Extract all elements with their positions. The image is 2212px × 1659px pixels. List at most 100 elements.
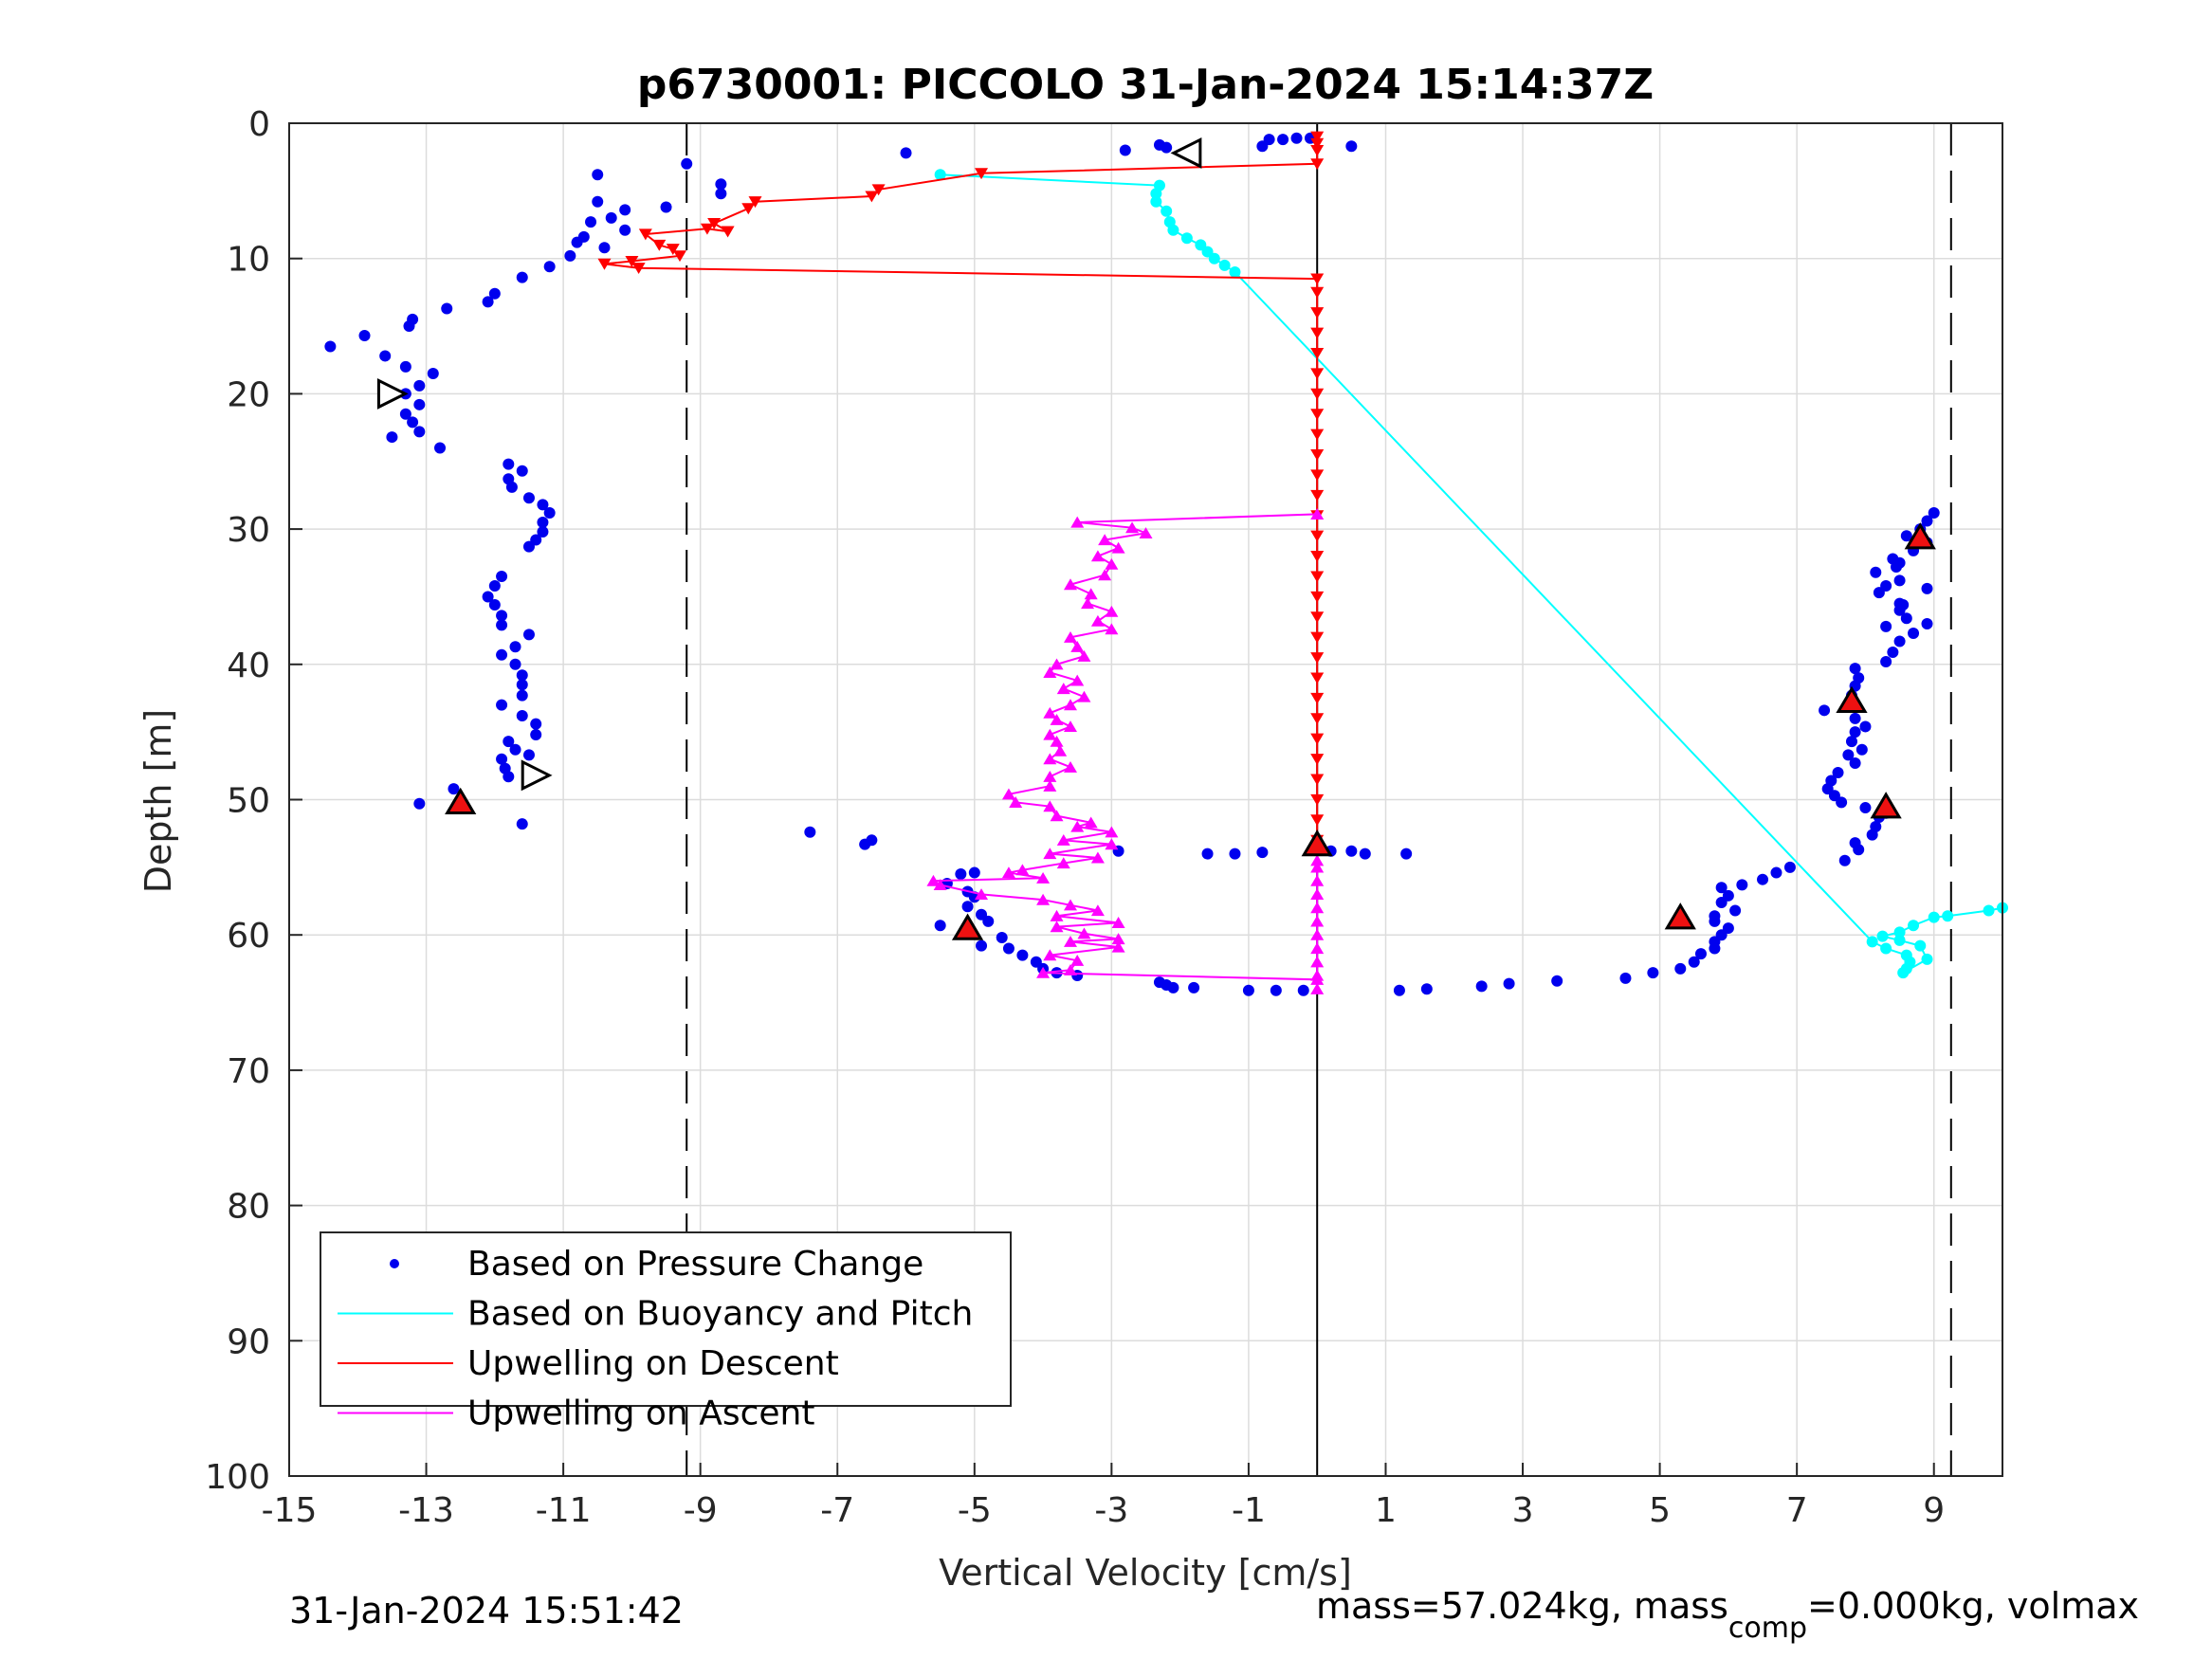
pressure-point-152 xyxy=(1832,766,1844,778)
pressure-point-153 xyxy=(1849,757,1861,769)
pressure-point-63 xyxy=(496,648,508,661)
descent-point-16 xyxy=(625,255,639,267)
descent-point-7 xyxy=(748,196,762,209)
pressure-point-164 xyxy=(1853,672,1865,684)
descent-point-32 xyxy=(1310,530,1325,542)
series-0 xyxy=(324,132,1940,996)
ascent-point-37 xyxy=(1105,826,1119,838)
ascent-point-0 xyxy=(1310,982,1325,994)
pressure-point-118 xyxy=(1475,980,1488,993)
ascent-point-10 xyxy=(1310,854,1325,866)
pressure-point-123 xyxy=(1674,962,1687,975)
x-tick-label-3: -9 xyxy=(684,1491,718,1530)
ascent-point-11 xyxy=(1310,973,1325,985)
pressure-point-134 xyxy=(1722,889,1734,902)
pressure-point-91 xyxy=(982,915,995,927)
legend-box xyxy=(320,1231,1012,1407)
pressure-point-30 xyxy=(403,320,415,333)
x-tick-label-9: 3 xyxy=(1512,1491,1534,1530)
ascent-point-9 xyxy=(1310,861,1325,873)
pressure-point-160 xyxy=(1819,704,1831,717)
pressure-point-41 xyxy=(413,426,426,438)
mass-text-2: =0.000kg, volmax xyxy=(1807,1585,2139,1627)
event-marker-2 xyxy=(1301,830,1333,857)
x-tick-label-0: -15 xyxy=(262,1491,318,1530)
pressure-point-1 xyxy=(1119,144,1131,156)
pressure-point-184 xyxy=(1921,515,1933,527)
buoyancy-point-18 xyxy=(1897,967,1910,979)
pressure-point-114 xyxy=(1359,848,1371,860)
buoyancy-point-25 xyxy=(1928,911,1940,923)
ascent-point-22 xyxy=(1050,909,1064,921)
pressure-point-132 xyxy=(1729,904,1742,917)
buoyancy-point-27 xyxy=(1983,904,1995,917)
x-tick-label-7: -1 xyxy=(1232,1491,1266,1530)
y-tick-label-2: 20 xyxy=(227,375,270,414)
pressure-point-77 xyxy=(503,771,515,783)
ascent-point-49 xyxy=(1050,735,1064,747)
descent-point-14 xyxy=(666,244,680,256)
descent-point-8 xyxy=(741,203,756,215)
pressure-point-71 xyxy=(530,729,542,741)
pressure-point-50 xyxy=(543,506,556,519)
pressure-point-25 xyxy=(516,271,528,283)
descent-point-11 xyxy=(700,223,714,235)
pressure-point-40 xyxy=(407,416,419,428)
open-marker-0 xyxy=(376,377,409,410)
ascent-point-75 xyxy=(1125,521,1140,534)
pressure-point-22 xyxy=(598,242,611,254)
pressure-point-45 xyxy=(516,465,528,477)
data-series xyxy=(324,131,2008,996)
legend-label-3: Upwelling on Ascent xyxy=(467,1395,814,1433)
pressure-point-115 xyxy=(1400,848,1413,860)
legend-swatch-0 xyxy=(390,1259,399,1268)
pressure-point-58 xyxy=(488,599,501,611)
pressure-point-169 xyxy=(1908,627,1920,639)
pressure-point-56 xyxy=(488,580,501,592)
pressure-point-121 xyxy=(1619,972,1632,984)
ascent-point-5 xyxy=(1310,915,1325,927)
ascent-point-57 xyxy=(1070,674,1085,686)
ascent-point-19 xyxy=(1077,927,1091,939)
descent-point-24 xyxy=(1310,368,1325,380)
pressure-point-49 xyxy=(537,499,549,511)
pressure-point-171 xyxy=(1900,612,1912,625)
pressure-point-69 xyxy=(516,710,528,722)
y-tick-label-10: 100 xyxy=(205,1458,270,1497)
pressure-point-68 xyxy=(496,699,508,711)
ascent-point-64 xyxy=(1090,614,1105,627)
series-3 xyxy=(926,508,1325,994)
pressure-point-85 xyxy=(955,867,967,880)
buoyancy-point-0 xyxy=(934,169,946,181)
pressure-point-35 xyxy=(427,367,439,379)
ascent-point-28 xyxy=(926,874,941,886)
event-marker-0 xyxy=(445,787,477,815)
ascent-point-44 xyxy=(1043,779,1057,792)
pressure-point-62 xyxy=(509,641,521,653)
pressure-point-51 xyxy=(537,516,549,528)
x-tick-label-11: 7 xyxy=(1786,1491,1808,1530)
pressure-point-117 xyxy=(1420,983,1433,995)
pressure-point-140 xyxy=(1838,854,1851,866)
event-marker-1 xyxy=(951,913,984,940)
pressure-point-3 xyxy=(1161,141,1173,154)
ascent-point-32 xyxy=(1056,857,1070,869)
descent-point-29 xyxy=(1310,469,1325,482)
pressure-point-10 xyxy=(681,157,693,170)
pressure-point-176 xyxy=(1893,574,1906,587)
ascent-point-29 xyxy=(1036,871,1051,884)
x-tick-label-2: -11 xyxy=(536,1491,592,1530)
descent-point-15 xyxy=(672,250,686,263)
descent-point-35 xyxy=(1310,591,1325,603)
pressure-point-175 xyxy=(1880,580,1892,592)
ascent-point-74 xyxy=(1139,527,1153,538)
descent-point-40 xyxy=(1310,692,1325,704)
ascent-point-26 xyxy=(975,888,989,900)
ascent-point-68 xyxy=(1063,578,1077,591)
pressure-point-95 xyxy=(1002,942,1015,955)
pressure-point-14 xyxy=(592,195,604,208)
ascent-point-33 xyxy=(1090,851,1105,864)
ascent-point-65 xyxy=(1105,605,1119,617)
pressure-point-33 xyxy=(379,350,392,362)
